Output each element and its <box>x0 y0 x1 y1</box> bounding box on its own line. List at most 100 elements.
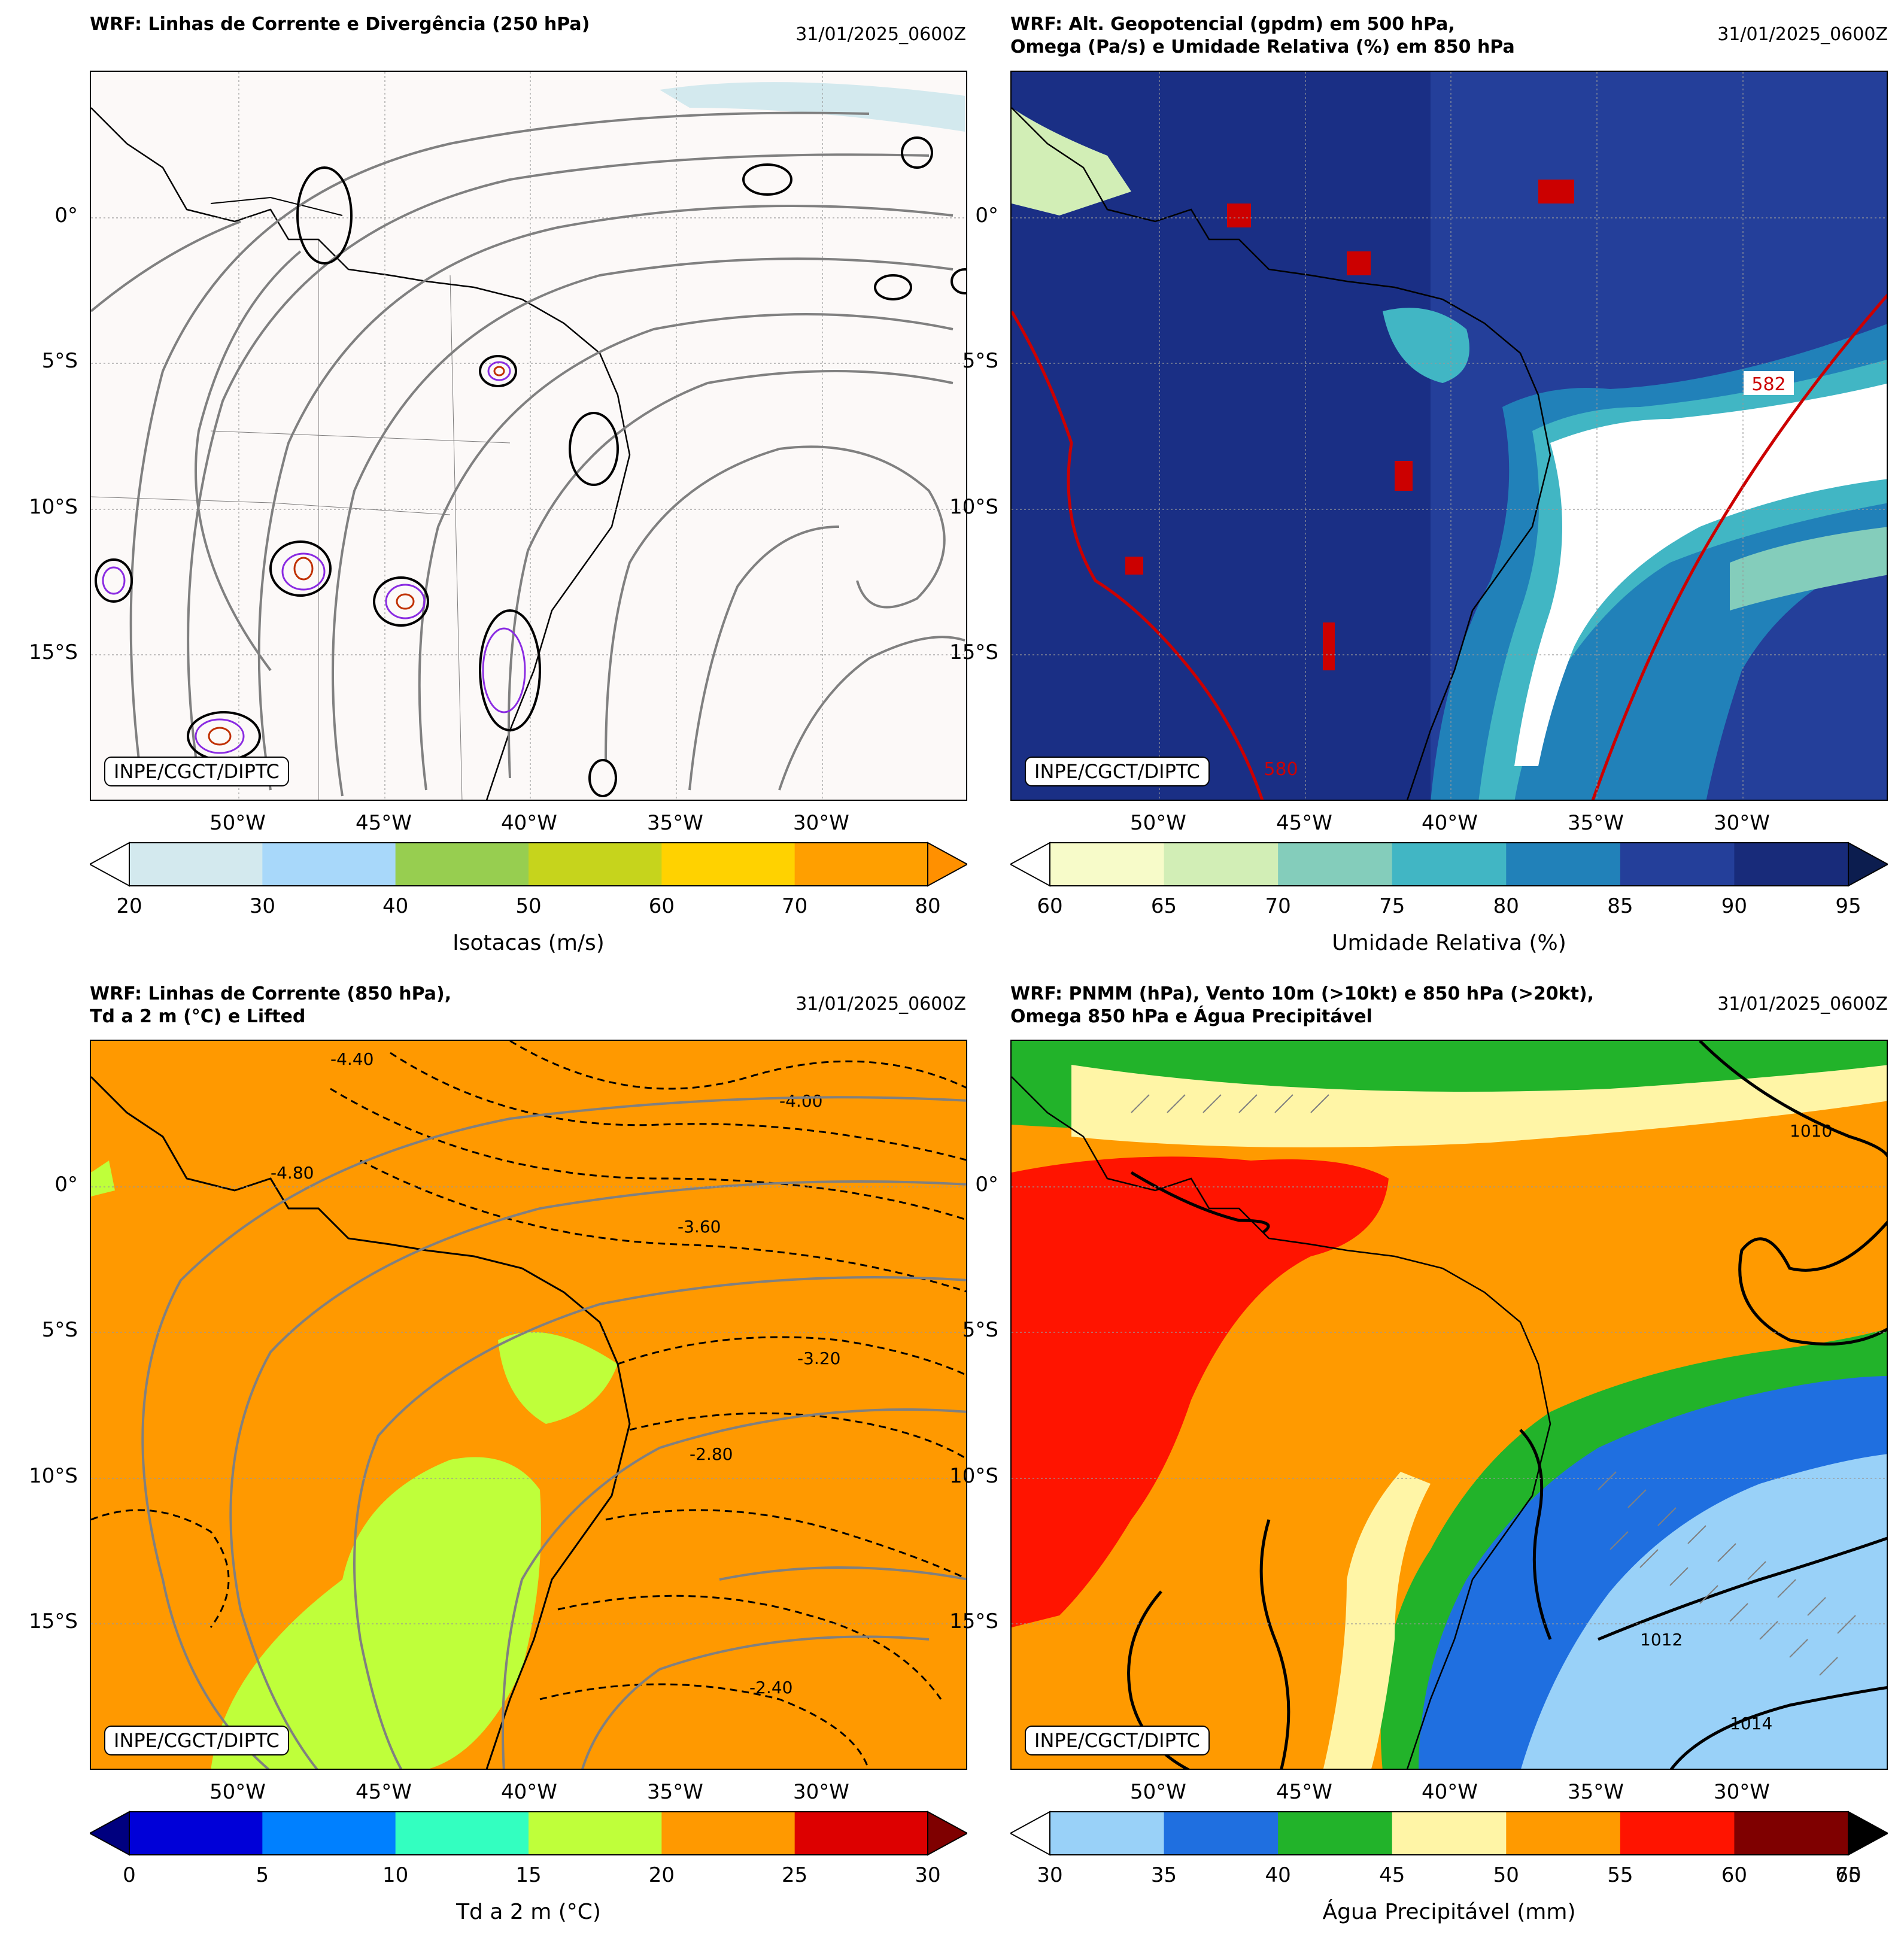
colorbar-tick-label: 0 <box>123 1863 136 1887</box>
colorbar-tick-label: 40 <box>382 894 409 918</box>
contour-label: -3.20 <box>797 1348 840 1368</box>
pw-fill <box>1521 1454 1887 1769</box>
humidity-low <box>1514 383 1887 766</box>
colorbar-segment <box>661 843 795 886</box>
colorbar-under-extension <box>90 842 130 887</box>
colorbar-tick-label: 50 <box>515 894 542 918</box>
colorbar-under-extension <box>1010 1811 1050 1856</box>
colorbar-segment <box>794 1812 928 1855</box>
pressure-contours <box>1127 1041 1887 1769</box>
dewpoint-fill <box>211 1457 541 1769</box>
lat-label: 5°S <box>41 1318 78 1342</box>
lon-label: 35°W <box>647 1780 703 1804</box>
colorbar-segment <box>1620 1812 1735 1855</box>
colorbar-label: Umidade Relativa (%) <box>1332 931 1566 955</box>
lifted-contours <box>91 1041 966 1769</box>
contour-label: 1012 <box>1640 1630 1683 1650</box>
colorbar-under-extension <box>90 1811 130 1856</box>
colorbar-segment <box>794 843 928 886</box>
colorbar-tick-label: 5 <box>256 1863 269 1887</box>
geopotential-582 <box>1591 293 1887 800</box>
colorbar-tick-label: 60 <box>1037 894 1063 918</box>
colorbar-tick-label: 65 <box>1150 894 1177 918</box>
colorbar-tick-label: 15 <box>515 1863 542 1887</box>
colorbar-tick-label: 75 <box>1379 894 1405 918</box>
panel-date: 31/01/2025_0600Z <box>795 24 966 45</box>
coastline <box>91 1076 631 1769</box>
colorbar-segment <box>395 1812 529 1855</box>
colorbar-label: Td a 2 m (°C) <box>456 1900 601 1924</box>
colorbar-segment <box>1164 843 1279 886</box>
colorbar-tick-label: 30 <box>249 894 275 918</box>
lon-label: 45°W <box>356 1780 412 1804</box>
lon-label: 50°W <box>209 811 266 835</box>
colorbar-segment <box>529 843 662 886</box>
panel-date: 31/01/2025_0600Z <box>1717 994 1888 1015</box>
colorbar-segment <box>1506 1812 1621 1855</box>
colorbar-segment <box>395 843 529 886</box>
panel-title: WRF: Linhas de Corrente (850 hPa), Td a … <box>90 983 452 1027</box>
colorbar-frame <box>1049 1811 1849 1855</box>
river-mouth <box>210 196 343 216</box>
colorbar-label: Isotacas (m/s) <box>453 931 605 955</box>
credit-box: INPE/CGCT/DIPTC <box>1025 757 1210 786</box>
lon-label: 45°W <box>1276 1780 1332 1804</box>
lon-label: 30°W <box>1714 1780 1770 1804</box>
colorbar-tick-label: 60 <box>648 894 675 918</box>
colorbar-tick-label: 40 <box>1265 1863 1291 1887</box>
colorbar-tick-label: 30 <box>1037 1863 1063 1887</box>
lon-label: 50°W <box>209 1780 266 1804</box>
colorbar-label: Água Precipitável (mm) <box>1322 1900 1576 1924</box>
colorbar-tick-label: 30 <box>915 1863 941 1887</box>
colorbar-tick-label: 45 <box>1379 1863 1405 1887</box>
lat-label: 10°S <box>29 495 78 519</box>
colorbar-tick-label: 95 <box>1835 894 1862 918</box>
panel-date: 31/01/2025_0600Z <box>795 994 966 1015</box>
colorbar-segment <box>129 843 263 886</box>
colorbar-tick-label: 35 <box>1150 1863 1177 1887</box>
colorbar-segment <box>1392 843 1507 886</box>
map-drawing: 1010 1012 1014 <box>1012 1041 1887 1769</box>
map-area: 582 580 INPE/CGCT/DIPTC <box>1010 71 1888 801</box>
contour-label: -3.60 <box>678 1217 721 1237</box>
lat-label: 10°S <box>29 1464 78 1488</box>
pw-fill <box>1071 1065 1887 1147</box>
colorbar-segment <box>661 1812 795 1855</box>
dewpoint-fill <box>91 1161 115 1196</box>
colorbar-tick-label: 70 <box>1265 894 1291 918</box>
map-drawing <box>91 72 966 800</box>
lon-label: 30°W <box>1714 811 1770 835</box>
lon-label: 40°W <box>1422 1780 1478 1804</box>
credit-box: INPE/CGCT/DIPTC <box>104 757 289 786</box>
colorbar-tick-label: 80 <box>915 894 941 918</box>
humidity-fill <box>1012 72 1431 800</box>
divergence-contours <box>95 136 966 797</box>
lat-label: 15°S <box>29 640 78 664</box>
omega-ascent <box>1125 180 1574 670</box>
contour-label: -2.40 <box>749 1678 792 1697</box>
map-area: 1010 1012 1014 INPE/CGCT/DIPTC <box>1010 1040 1888 1770</box>
colorbar-tick-label: 50 <box>1493 1863 1519 1887</box>
colorbar-segment <box>1734 843 1849 886</box>
colorbar-segment <box>1278 1812 1393 1855</box>
map-drawing: -4.40 -4.00 -3.60 -3.20 -2.80 -2.40 -4.8… <box>91 1041 966 1769</box>
lon-label: 40°W <box>501 1780 557 1804</box>
colorbar-tick-label: 90 <box>1721 894 1748 918</box>
contour-label: 1010 <box>1790 1121 1832 1141</box>
lat-label: 0° <box>975 1173 998 1196</box>
coastline <box>91 107 631 800</box>
colorbar-tick-label: 70 <box>782 894 808 918</box>
colorbar-frame <box>129 1811 928 1855</box>
map-area: -4.40 -4.00 -3.60 -3.20 -2.80 -2.40 -4.8… <box>90 1040 967 1770</box>
colorbar-tick-label: 20 <box>648 1863 675 1887</box>
colorbar-frame <box>1049 842 1849 886</box>
humidity-fill <box>1383 308 1469 383</box>
colorbar-tick-label: 60 <box>1721 1863 1748 1887</box>
colorbar-segment <box>1050 1812 1165 1855</box>
map-drawing: 582 580 <box>1012 72 1887 800</box>
colorbar-over-extension <box>927 1811 967 1856</box>
lat-label: 10°S <box>949 495 998 519</box>
colorbar-segment <box>129 1812 263 1855</box>
panel-title: WRF: Linhas de Corrente e Divergência (2… <box>90 14 590 35</box>
colorbar-tick-label: 20 <box>116 894 142 918</box>
